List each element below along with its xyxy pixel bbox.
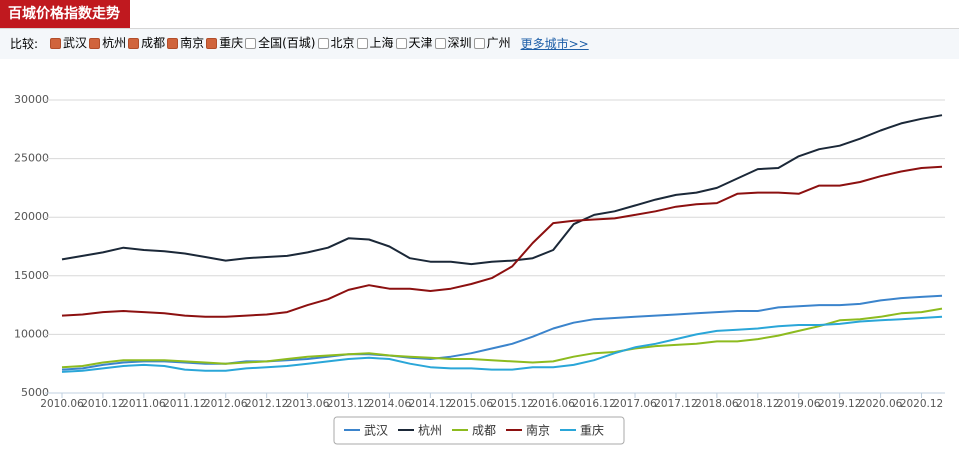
compare-item-label: 重庆 (219, 36, 244, 51)
checkbox[interactable] (434, 37, 446, 49)
x-tick-label: 2011.12 (163, 398, 206, 410)
compare-item[interactable]: 广州 (473, 28, 511, 58)
x-tick-label: 2019.12 (818, 398, 861, 410)
x-tick-label: 2017.06 (613, 398, 657, 410)
compare-item-label: 深圳 (447, 36, 472, 51)
x-tick-label: 2013.12 (327, 398, 370, 410)
compare-item[interactable]: 重庆 (206, 28, 243, 58)
series-line (61, 315, 943, 373)
y-tick-label: 15000 (14, 269, 49, 282)
x-tick-label: 2013.06 (286, 398, 330, 410)
x-tick-label: 2015.06 (450, 398, 494, 410)
x-tick-label: 2018.06 (695, 398, 739, 410)
compare-bar: 比较: 武汉 杭州 成都 南京 重庆 全国(百城) 北京 上海 天津 深圳 广州 更多城市>> (0, 29, 959, 59)
x-tick-label: 2010.12 (81, 398, 124, 410)
compare-item[interactable]: 成都 (128, 28, 165, 58)
compare-item-label: 全国(百城) (258, 36, 316, 51)
compare-item[interactable]: 武汉 (50, 28, 87, 58)
compare-item-label: 杭州 (102, 36, 127, 51)
compare-item[interactable]: 杭州 (89, 28, 126, 58)
series-line (61, 307, 943, 369)
checkbox[interactable] (473, 37, 485, 49)
compare-item-label: 上海 (369, 36, 394, 51)
compare-item-label: 南京 (180, 36, 205, 51)
y-tick-label: 5000 (21, 386, 49, 399)
checkbox[interactable] (317, 37, 329, 49)
x-tick-label: 2016.12 (572, 398, 615, 410)
compare-item[interactable]: 全国(百城) (245, 28, 316, 58)
series-line (61, 114, 943, 266)
y-tick-label: 10000 (14, 327, 49, 340)
x-tick-label: 2018.12 (736, 398, 779, 410)
checkbox[interactable] (89, 37, 101, 49)
checkbox[interactable] (356, 37, 368, 49)
legend-label: 成都 (472, 424, 496, 438)
series-line (61, 165, 943, 318)
y-tick-label: 25000 (14, 152, 49, 165)
y-tick-label: 20000 (14, 210, 49, 223)
compare-item[interactable]: 南京 (167, 28, 204, 58)
x-tick-label: 2014.06 (368, 398, 412, 410)
checkbox[interactable] (167, 37, 179, 49)
compare-item[interactable]: 北京 (317, 28, 355, 58)
x-tick-label: 2012.12 (245, 398, 288, 410)
x-tick-label: 2020.06 (859, 398, 903, 410)
legend-label: 重庆 (580, 424, 604, 438)
compare-item[interactable]: 上海 (356, 28, 394, 58)
x-tick-label: 2012.06 (204, 398, 248, 410)
checkbox[interactable] (395, 37, 407, 49)
compare-item-label: 广州 (486, 36, 511, 51)
compare-item-label: 武汉 (63, 36, 88, 51)
series-line (61, 294, 943, 371)
panel-title: 百城价格指数走势 (0, 0, 130, 28)
compare-item[interactable]: 深圳 (434, 28, 472, 58)
x-tick-label: 2015.12 (491, 398, 534, 410)
divider (0, 28, 959, 29)
legend-label: 南京 (526, 423, 550, 438)
x-tick-label: 2011.06 (122, 398, 166, 410)
compare-item-label: 北京 (330, 36, 355, 51)
x-tick-label: 2020.12 (900, 398, 943, 410)
checkbox[interactable] (128, 37, 140, 49)
compare-item[interactable]: 天津 (395, 28, 433, 58)
legend-label: 武汉 (364, 424, 388, 438)
compare-items: 武汉 杭州 成都 南京 重庆 全国(百城) 北京 上海 天津 深圳 广州 (50, 28, 513, 60)
legend-box (333, 416, 625, 445)
x-tick-label: 2019.06 (777, 398, 821, 410)
y-tick-label: 30000 (14, 93, 49, 106)
x-tick-label: 2017.12 (654, 398, 697, 410)
x-tick-label: 2014.12 (409, 398, 452, 410)
checkbox[interactable] (206, 37, 218, 49)
x-tick-label: 2010.06 (40, 398, 84, 410)
checkbox[interactable] (245, 37, 257, 49)
compare-label: 比较: (10, 37, 39, 51)
checkbox[interactable] (50, 37, 62, 49)
compare-item-label: 成都 (141, 36, 166, 51)
x-tick-label: 2016.06 (531, 398, 575, 410)
legend-label: 杭州 (418, 423, 442, 438)
compare-item-label: 天津 (408, 36, 433, 51)
more-link[interactable]: 更多城市>> (520, 37, 589, 51)
